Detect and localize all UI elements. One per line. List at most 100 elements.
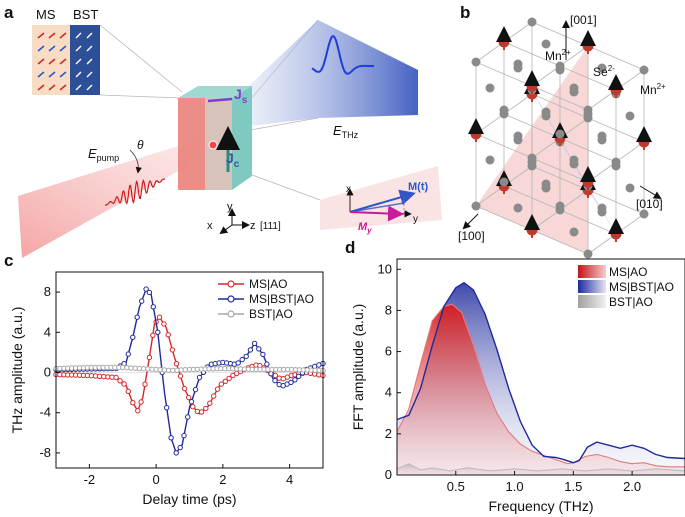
bst-spin-arrow bbox=[75, 71, 82, 78]
data-point-MS|AO bbox=[146, 354, 153, 361]
y-axis-label: THz amplitude (a.u.) bbox=[9, 307, 25, 434]
theta-arc bbox=[129, 149, 142, 174]
data-point-MS|BST|AO bbox=[130, 334, 136, 340]
data-point-MS|BST|AO bbox=[188, 399, 195, 405]
data-point-MS|AO bbox=[272, 372, 279, 379]
panel-a-label: a bbox=[4, 3, 14, 22]
panel-c-label: c bbox=[4, 251, 13, 270]
data-point-MS|AO bbox=[226, 375, 232, 382]
se-atom bbox=[611, 157, 621, 167]
bst-spin-arrow bbox=[75, 32, 82, 39]
data-point-MS|AO bbox=[138, 399, 144, 405]
bst-spin-arrow bbox=[86, 32, 93, 39]
dir-010-label: [010] bbox=[636, 197, 663, 211]
ms-spin-arrow bbox=[59, 71, 67, 78]
m-y-label: My bbox=[358, 221, 372, 235]
m-t-label: M(t) bbox=[408, 181, 428, 193]
ms-spin-arrow bbox=[48, 45, 56, 52]
series-line-MS|BST|AO bbox=[396, 281, 685, 464]
pump-spot bbox=[208, 140, 218, 150]
data-point-MS|BST|AO bbox=[292, 377, 298, 383]
jc-label: Jc bbox=[226, 150, 240, 170]
js-label: Js bbox=[234, 86, 248, 106]
data-point-MS|BST|AO bbox=[288, 379, 294, 386]
data-point-MS|BST|AO bbox=[173, 450, 179, 456]
data-point-MS|AO bbox=[181, 385, 188, 392]
bst-spin-arrows bbox=[75, 32, 93, 91]
data-point-MS|AO bbox=[121, 381, 127, 387]
data-point-MS|AO bbox=[117, 378, 123, 384]
ms-spin-arrow bbox=[59, 84, 67, 91]
ms-spin-arrows bbox=[37, 32, 67, 91]
se-atom bbox=[499, 105, 509, 115]
se-label: Se2- bbox=[593, 64, 615, 79]
y-tick-label: -4 bbox=[39, 405, 51, 420]
bst-spin-arrow bbox=[86, 84, 93, 91]
data-point-MS|AO bbox=[207, 400, 213, 406]
data-point-MS|AO bbox=[130, 400, 136, 406]
ms-spin-arrow bbox=[37, 32, 45, 39]
y-tick-label: 6 bbox=[385, 344, 392, 359]
dir-100-label: [100] bbox=[458, 229, 485, 243]
mn-right-label: Mn2+ bbox=[640, 82, 666, 97]
magnetization-inset: x y M(t) My bbox=[320, 166, 442, 235]
se-atom bbox=[583, 105, 593, 115]
legend-swatch-BST|AO bbox=[578, 295, 606, 308]
y-tick-label: -8 bbox=[39, 445, 51, 460]
ms-label: MS bbox=[36, 7, 56, 22]
se-atom bbox=[541, 179, 551, 189]
data-point-MS|AO bbox=[186, 394, 192, 401]
legend-label-MS|BST|AO: MS|BST|AO bbox=[609, 280, 674, 294]
legend-marker-MS|BST|AO bbox=[227, 295, 235, 303]
data-point-MS|AO bbox=[222, 378, 229, 384]
data-point-MS|AO bbox=[203, 405, 209, 412]
x-axis-label: Delay time (ps) bbox=[142, 491, 236, 507]
legend-marker-BST|AO bbox=[227, 310, 235, 318]
legend-label-BST|AO: BST|AO bbox=[249, 307, 293, 321]
y-tick-label: 2 bbox=[385, 426, 392, 441]
se-atom bbox=[639, 65, 649, 75]
area-MS|AO bbox=[397, 304, 685, 475]
x-tick-label: 0 bbox=[153, 472, 160, 487]
e-pump-label: Epump bbox=[88, 146, 119, 163]
data-point-MS|BST|AO bbox=[155, 329, 161, 335]
ms-spin-arrow bbox=[37, 71, 45, 78]
data-point-MS|BST|AO bbox=[134, 314, 140, 320]
y-tick-label: 4 bbox=[44, 324, 51, 339]
axis-y-label: y bbox=[227, 201, 233, 213]
arrow-010 bbox=[639, 185, 662, 200]
thz-waveform bbox=[311, 35, 374, 75]
data-point-MS|BST|AO bbox=[150, 304, 157, 310]
data-point-MS|BST|AO bbox=[139, 298, 145, 304]
y-tick-label: 4 bbox=[385, 385, 392, 400]
data-point-MS|AO bbox=[113, 374, 119, 381]
inset-y-label: y bbox=[413, 214, 418, 225]
data-point-MS|AO bbox=[142, 381, 148, 387]
data-point-MS|AO bbox=[173, 361, 180, 367]
se-atom bbox=[569, 83, 579, 93]
data-point-MS|BST|AO bbox=[256, 346, 262, 352]
data-point-MS|BST|AO bbox=[264, 361, 270, 367]
data-point-MS|BST|AO bbox=[239, 356, 245, 363]
data-point-MS|BST|AO bbox=[243, 353, 249, 360]
se-atom bbox=[597, 63, 607, 73]
sample-side-face bbox=[232, 86, 252, 190]
data-point-MS|BST|AO bbox=[196, 374, 203, 381]
se-atom bbox=[625, 111, 635, 121]
ms-spin-arrow bbox=[48, 32, 56, 39]
se-atom bbox=[597, 203, 607, 213]
se-atom bbox=[555, 129, 565, 139]
data-point-MS|BST|AO bbox=[146, 289, 153, 296]
sample-top-face bbox=[178, 86, 252, 98]
crystal-structure bbox=[462, 17, 662, 259]
ms-spin-arrow bbox=[59, 58, 67, 65]
x-tick-label: 2.0 bbox=[623, 479, 641, 494]
bst-spin-arrow bbox=[75, 58, 82, 65]
data-point-MS|BST|AO bbox=[177, 444, 183, 451]
thz-beam bbox=[232, 20, 418, 128]
ms-spin-arrow bbox=[37, 45, 45, 52]
e-thz-label: ETHz bbox=[333, 123, 359, 140]
plot-frame bbox=[55, 271, 324, 469]
panel-a: a MS BST ETHz Epump θ bbox=[4, 3, 442, 258]
legend-swatch-MS|BST|AO bbox=[578, 280, 606, 293]
